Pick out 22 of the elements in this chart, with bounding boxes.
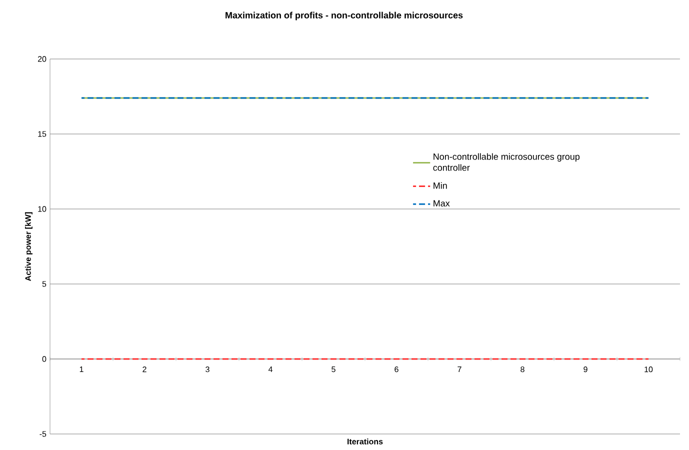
- legend-label: Min: [434, 182, 447, 189]
- legend-label: Max: [434, 200, 450, 207]
- chart-title: Maximization of profits - non-controllable microsources: [226, 12, 463, 20]
- y-tick-label: 15: [38, 131, 46, 137]
- y-axis-title: Active power [kW]: [25, 212, 32, 281]
- x-tick-label: 8: [520, 366, 524, 372]
- x-tick-label: 7: [458, 366, 462, 372]
- y-tick-label: -5: [40, 431, 46, 437]
- x-tick-label: 10: [644, 366, 653, 372]
- x-tick-label: 3: [206, 366, 210, 372]
- x-axis-title: Iterations: [348, 438, 383, 444]
- y-tick-label: 5: [42, 281, 46, 287]
- y-tick-label: 20: [38, 56, 46, 62]
- y-tick-label: 10: [38, 206, 46, 212]
- x-tick-label: 5: [332, 366, 336, 372]
- y-tick-label: 0: [42, 356, 46, 362]
- x-tick-label: 9: [584, 366, 588, 372]
- x-tick-label: 4: [268, 366, 272, 372]
- x-tick-label: 2: [142, 366, 146, 372]
- x-tick-label: 6: [394, 366, 398, 372]
- legend-label: Non-controllable microsources group controller: [433, 153, 580, 171]
- x-tick-label: 1: [80, 366, 84, 372]
